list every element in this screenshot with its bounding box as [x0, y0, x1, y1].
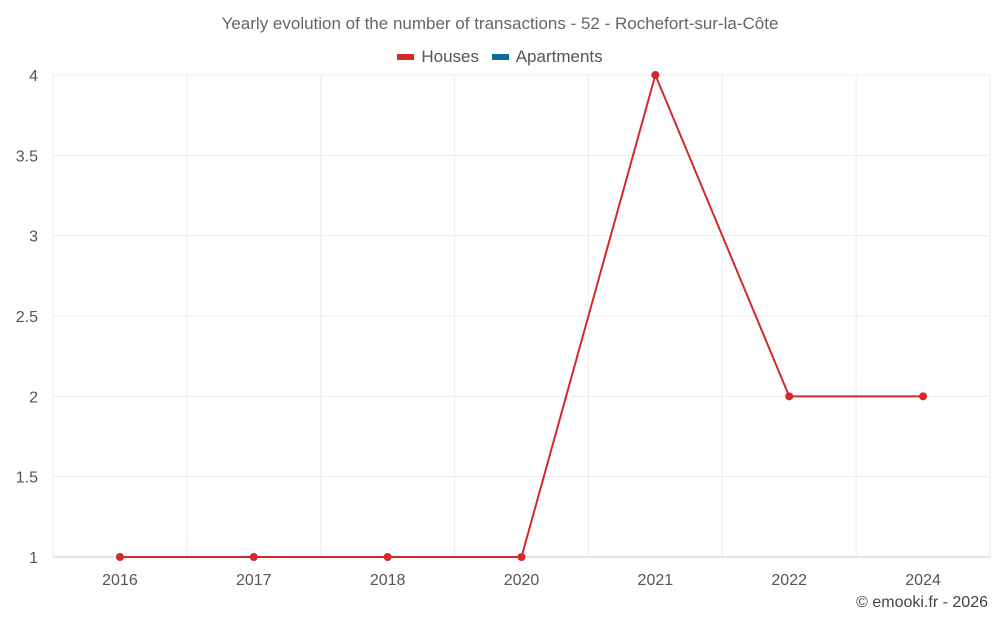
- x-tick-label: 2022: [771, 572, 807, 589]
- data-point: [249, 553, 258, 561]
- data-point: [383, 553, 392, 561]
- y-tick-label: 4: [29, 68, 38, 85]
- y-tick-label: 2: [29, 389, 38, 406]
- legend-item-houses[interactable]: Houses: [397, 47, 479, 67]
- legend-swatch-houses: [397, 54, 415, 60]
- x-tick-label: 2021: [638, 572, 674, 589]
- legend-swatch-apartments: [491, 54, 509, 60]
- legend-label-houses: Houses: [421, 47, 479, 66]
- x-tick-label: 2016: [102, 572, 138, 589]
- legend-label-apartments: Apartments: [515, 47, 603, 66]
- data-point: [919, 392, 928, 401]
- legend-item-apartments[interactable]: Apartments: [491, 47, 603, 67]
- data-point: [785, 392, 794, 401]
- x-tick-label: 2024: [905, 572, 941, 589]
- x-tick-label: 2020: [504, 572, 540, 589]
- credit-text: © emooki.fr - 2026: [856, 594, 988, 611]
- x-tick-label: 2017: [236, 572, 272, 589]
- data-point: [517, 553, 526, 561]
- y-tick-label: 1: [29, 550, 38, 567]
- y-tick-label: 2.5: [16, 309, 38, 326]
- chart-title: Yearly evolution of the number of transa…: [221, 14, 779, 33]
- y-tick-label: 3.5: [16, 148, 38, 165]
- data-point: [115, 553, 124, 561]
- data-point: [651, 71, 660, 79]
- legend: Houses Apartments: [0, 45, 1000, 67]
- x-tick-label: 2018: [370, 572, 406, 589]
- y-tick-label: 1.5: [16, 470, 38, 487]
- y-tick-label: 3: [29, 229, 38, 246]
